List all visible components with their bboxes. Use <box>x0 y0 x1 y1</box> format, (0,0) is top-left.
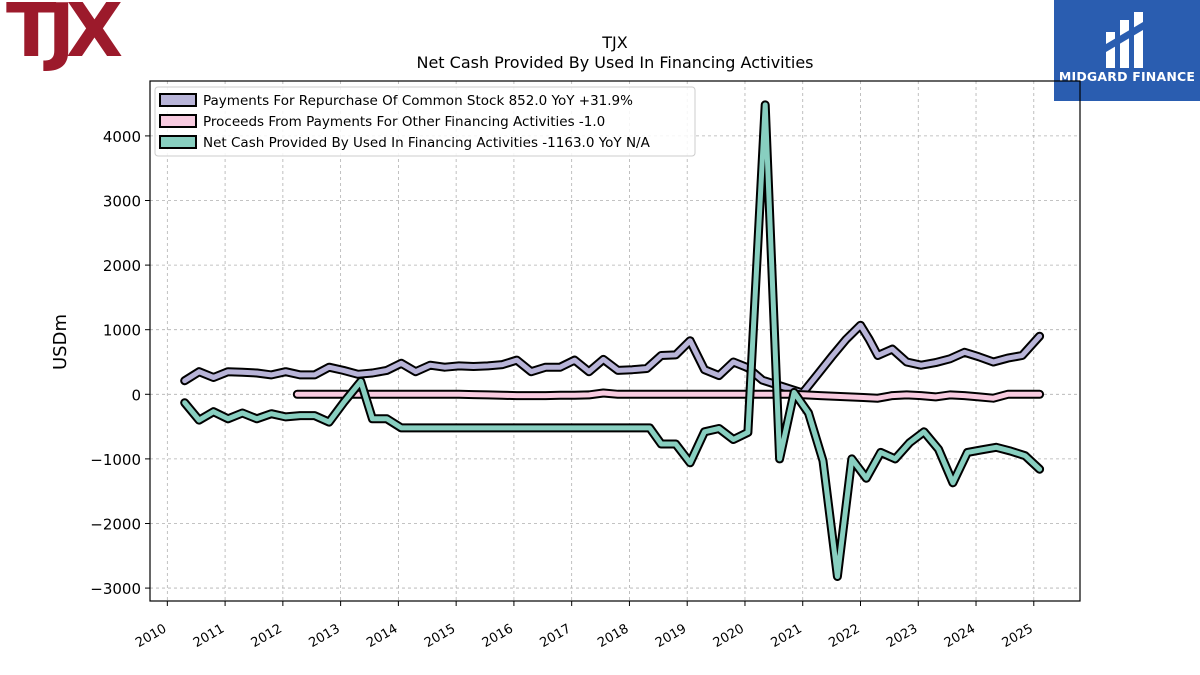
x-tick-label: 2022 <box>826 621 862 651</box>
legend-swatch-1 <box>159 114 197 128</box>
series-outline-2 <box>180 100 1045 581</box>
series-line-2 <box>182 102 1043 579</box>
x-tick-label: 2015 <box>422 621 458 651</box>
axis-ticks: −3000 −2000 −1000 0 1000 2000 3000 4000 2010 2011… <box>90 128 1036 651</box>
chart-title: TJX <box>601 33 627 52</box>
grid-lines <box>150 81 1080 601</box>
chart-subtitle: Net Cash Provided By Used In Financing A… <box>416 53 813 72</box>
legend-box <box>154 86 696 157</box>
series-line-0 <box>182 322 1043 396</box>
midgard-logo-text: MIDGARD FINANCE <box>1058 69 1196 84</box>
x-tick-label: 2012 <box>249 621 285 651</box>
x-tick-label: 2011 <box>191 621 227 651</box>
x-tick-label: 2018 <box>595 621 631 651</box>
x-tick-label: 2013 <box>306 621 342 651</box>
tjx-logo: TJX <box>4 0 123 74</box>
legend-label-2: Net Cash Provided By Used In Financing A… <box>203 135 651 151</box>
series-layer <box>180 100 1045 581</box>
y-tick-label: −3000 <box>90 580 141 598</box>
x-tick-label: 2025 <box>1000 621 1036 651</box>
plot-frame <box>149 80 1081 602</box>
y-tick-label: 4000 <box>103 128 141 146</box>
x-tick-label: 2024 <box>942 621 978 651</box>
legend-swatch-0 <box>159 93 197 107</box>
x-tick-label: 2023 <box>884 621 920 651</box>
y-tick-label: 2000 <box>103 257 141 275</box>
y-tick-label: −1000 <box>90 451 141 469</box>
y-tick-label: 1000 <box>103 322 141 340</box>
midgard-finance-logo: MIDGARD FINANCE <box>1054 0 1200 101</box>
y-tick-label: −2000 <box>90 515 141 533</box>
x-tick-label: 2014 <box>364 621 400 651</box>
x-tick-label: 2020 <box>711 621 747 651</box>
x-tick-label: 2010 <box>133 621 169 651</box>
midgard-logo-icon <box>1106 12 1143 68</box>
legend-swatch-2 <box>159 135 197 149</box>
y-axis-label: USDm <box>50 314 71 370</box>
tjx-logo-text: TJX <box>6 0 123 74</box>
x-tick-label: 2016 <box>480 621 516 651</box>
y-tick-label: 0 <box>131 386 141 404</box>
y-tick-label: 3000 <box>103 193 141 211</box>
series-line-1 <box>294 390 1043 401</box>
series-outline-0 <box>180 320 1045 398</box>
legend-label-1: Proceeds From Payments For Other Financi… <box>203 114 605 130</box>
x-tick-label: 2019 <box>653 621 689 651</box>
legend: Payments For Repurchase Of Common Stock … <box>154 86 696 157</box>
x-tick-label: 2021 <box>769 621 805 651</box>
legend-label-0: Payments For Repurchase Of Common Stock … <box>203 93 633 109</box>
x-tick-label: 2017 <box>538 621 574 651</box>
